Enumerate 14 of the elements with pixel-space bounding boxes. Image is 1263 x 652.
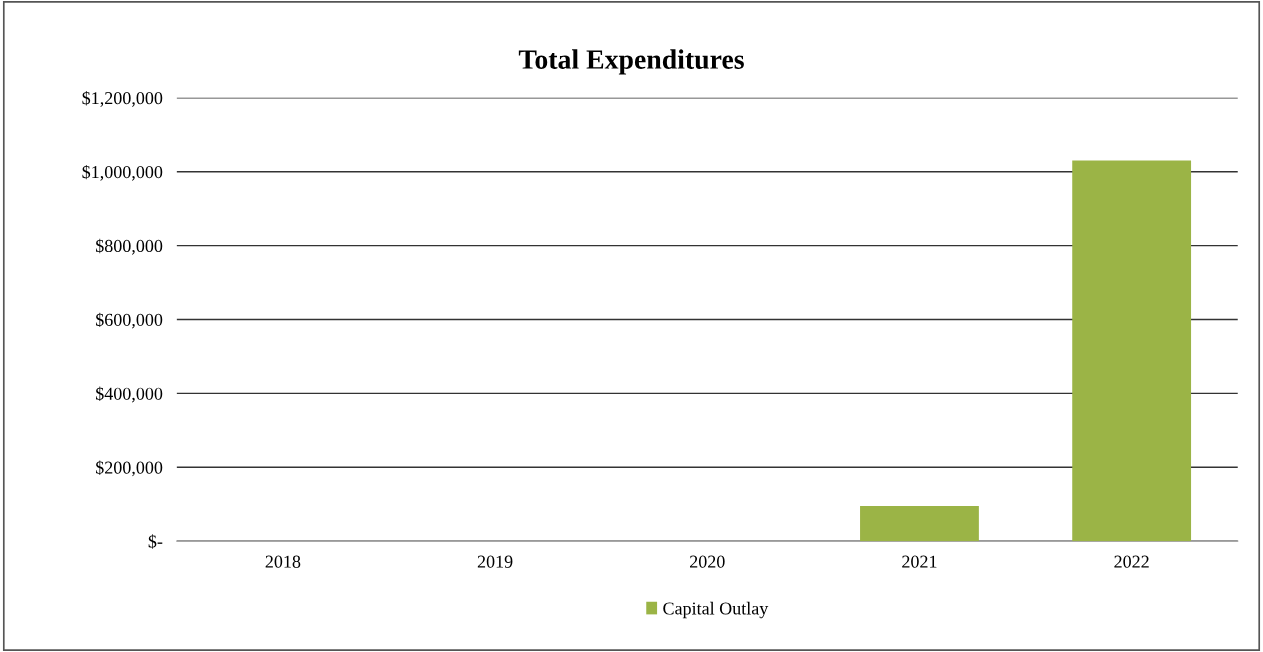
- y-tick-label: $400,000: [96, 386, 163, 403]
- x-tick-label: 2021: [902, 555, 937, 568]
- x-tick-label: 2020: [690, 555, 725, 568]
- y-tick-label: $1,200,000: [82, 90, 163, 107]
- y-tick-label: $600,000: [96, 312, 163, 329]
- x-tick-label: 2019: [477, 555, 513, 568]
- y-tick-label: $800,000: [96, 238, 163, 255]
- legend-label: Capital Outlay: [663, 601, 769, 619]
- y-tick-label: $1,000,000: [82, 164, 163, 181]
- x-tick-label: 2022: [1114, 555, 1149, 568]
- chart-title: Total Expenditures: [518, 49, 744, 75]
- y-tick-label: $-: [148, 534, 163, 549]
- x-tick-label: 2018: [265, 555, 301, 568]
- y-tick-label: $200,000: [96, 460, 163, 477]
